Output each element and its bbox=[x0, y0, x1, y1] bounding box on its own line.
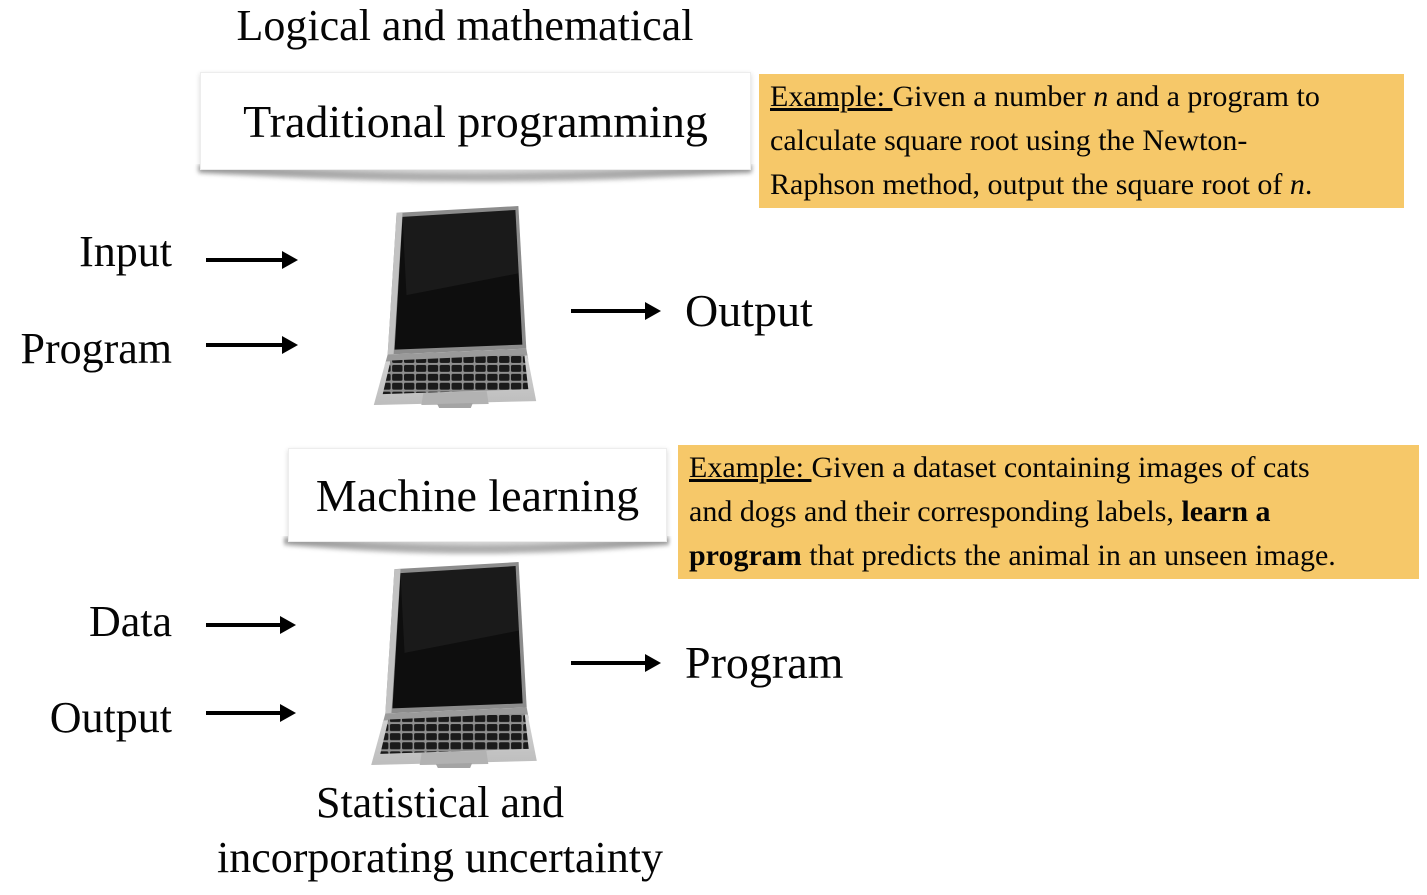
label-data: Data bbox=[88, 597, 172, 646]
caption-line: Statistical and bbox=[315, 778, 565, 827]
example-line: and dogs and their corresponding labels,… bbox=[689, 495, 1271, 528]
bottom-caption: Statistical and incorporating uncertaint… bbox=[140, 775, 740, 885]
example-line: Raphson method, output the square root o… bbox=[770, 168, 1313, 201]
arrow-right-icon bbox=[571, 302, 661, 320]
example-line: Example: Given a dataset containing imag… bbox=[689, 451, 1310, 484]
laptop-icon bbox=[367, 204, 543, 408]
arrow-right-icon bbox=[571, 654, 661, 672]
example-line: Example: Given a number n and a program … bbox=[770, 80, 1320, 113]
machine-learning-card: Machine learning bbox=[288, 448, 667, 542]
arrow-right-icon bbox=[206, 251, 298, 269]
label-output: Output bbox=[685, 285, 813, 336]
label-output-input: Output bbox=[49, 693, 172, 742]
arrow-right-icon bbox=[206, 336, 298, 354]
caption-line: incorporating uncertainty bbox=[217, 833, 663, 882]
label-program-output: Program bbox=[685, 637, 844, 688]
laptop-icon bbox=[364, 560, 544, 768]
example-box-machine-learning: Example: Given a dataset containing imag… bbox=[678, 445, 1419, 579]
arrow-right-icon bbox=[206, 704, 296, 722]
arrow-right-icon bbox=[206, 616, 296, 634]
traditional-programming-card: Traditional programming bbox=[200, 72, 751, 170]
label-input: Input bbox=[79, 227, 172, 276]
top-heading: Logical and mathematical bbox=[236, 1, 694, 50]
example-line: program that predicts the animal in an u… bbox=[689, 539, 1336, 572]
label-program-input: Program bbox=[20, 324, 172, 373]
example-line: calculate square root using the Newton- bbox=[770, 124, 1248, 157]
example-box-traditional: Example: Given a number n and a program … bbox=[759, 74, 1404, 208]
